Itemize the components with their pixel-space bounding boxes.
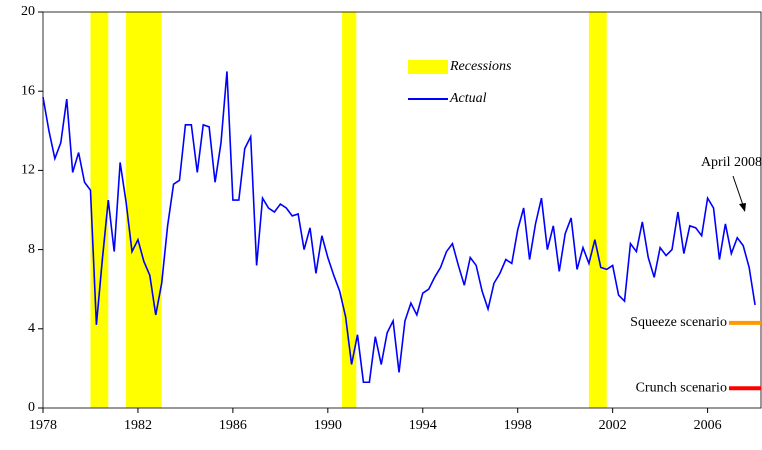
x-tick-label: 1990 [314, 418, 342, 433]
annotation: April 2008 [701, 155, 762, 170]
annotation-arrowhead [739, 203, 746, 212]
legend-label: Actual [449, 91, 487, 106]
y-tick-label: 12 [21, 163, 35, 178]
legend-label: Recessions [449, 59, 512, 74]
recession-band [342, 12, 357, 408]
recession-band [90, 12, 109, 408]
x-tick-label: 1986 [219, 418, 247, 433]
data-line [42, 71, 756, 384]
x-tick-label: 2006 [694, 418, 722, 433]
annotation-arrow [732, 175, 745, 209]
plot-frame [42, 11, 762, 409]
recession-band [588, 12, 607, 408]
x-tick-label: 1982 [124, 418, 152, 433]
y-tick-label: 8 [28, 242, 35, 257]
recession-band [126, 12, 162, 408]
x-tick-label: 1998 [504, 418, 532, 433]
legend: Recessions Actual [408, 59, 512, 106]
y-tick-label: 0 [28, 400, 35, 415]
scenario-label: Squeeze scenario [630, 315, 727, 330]
x-tick-label: 1978 [29, 418, 57, 433]
legend-swatch [408, 60, 448, 74]
scenario-label: Crunch scenario [636, 380, 727, 395]
y-tick-label: 20 [21, 4, 35, 19]
y-tick-label: 16 [21, 83, 35, 98]
x-tick-label: 2002 [599, 418, 627, 433]
y-tick-label: 4 [28, 321, 35, 336]
x-tick-label: 1994 [409, 418, 437, 433]
